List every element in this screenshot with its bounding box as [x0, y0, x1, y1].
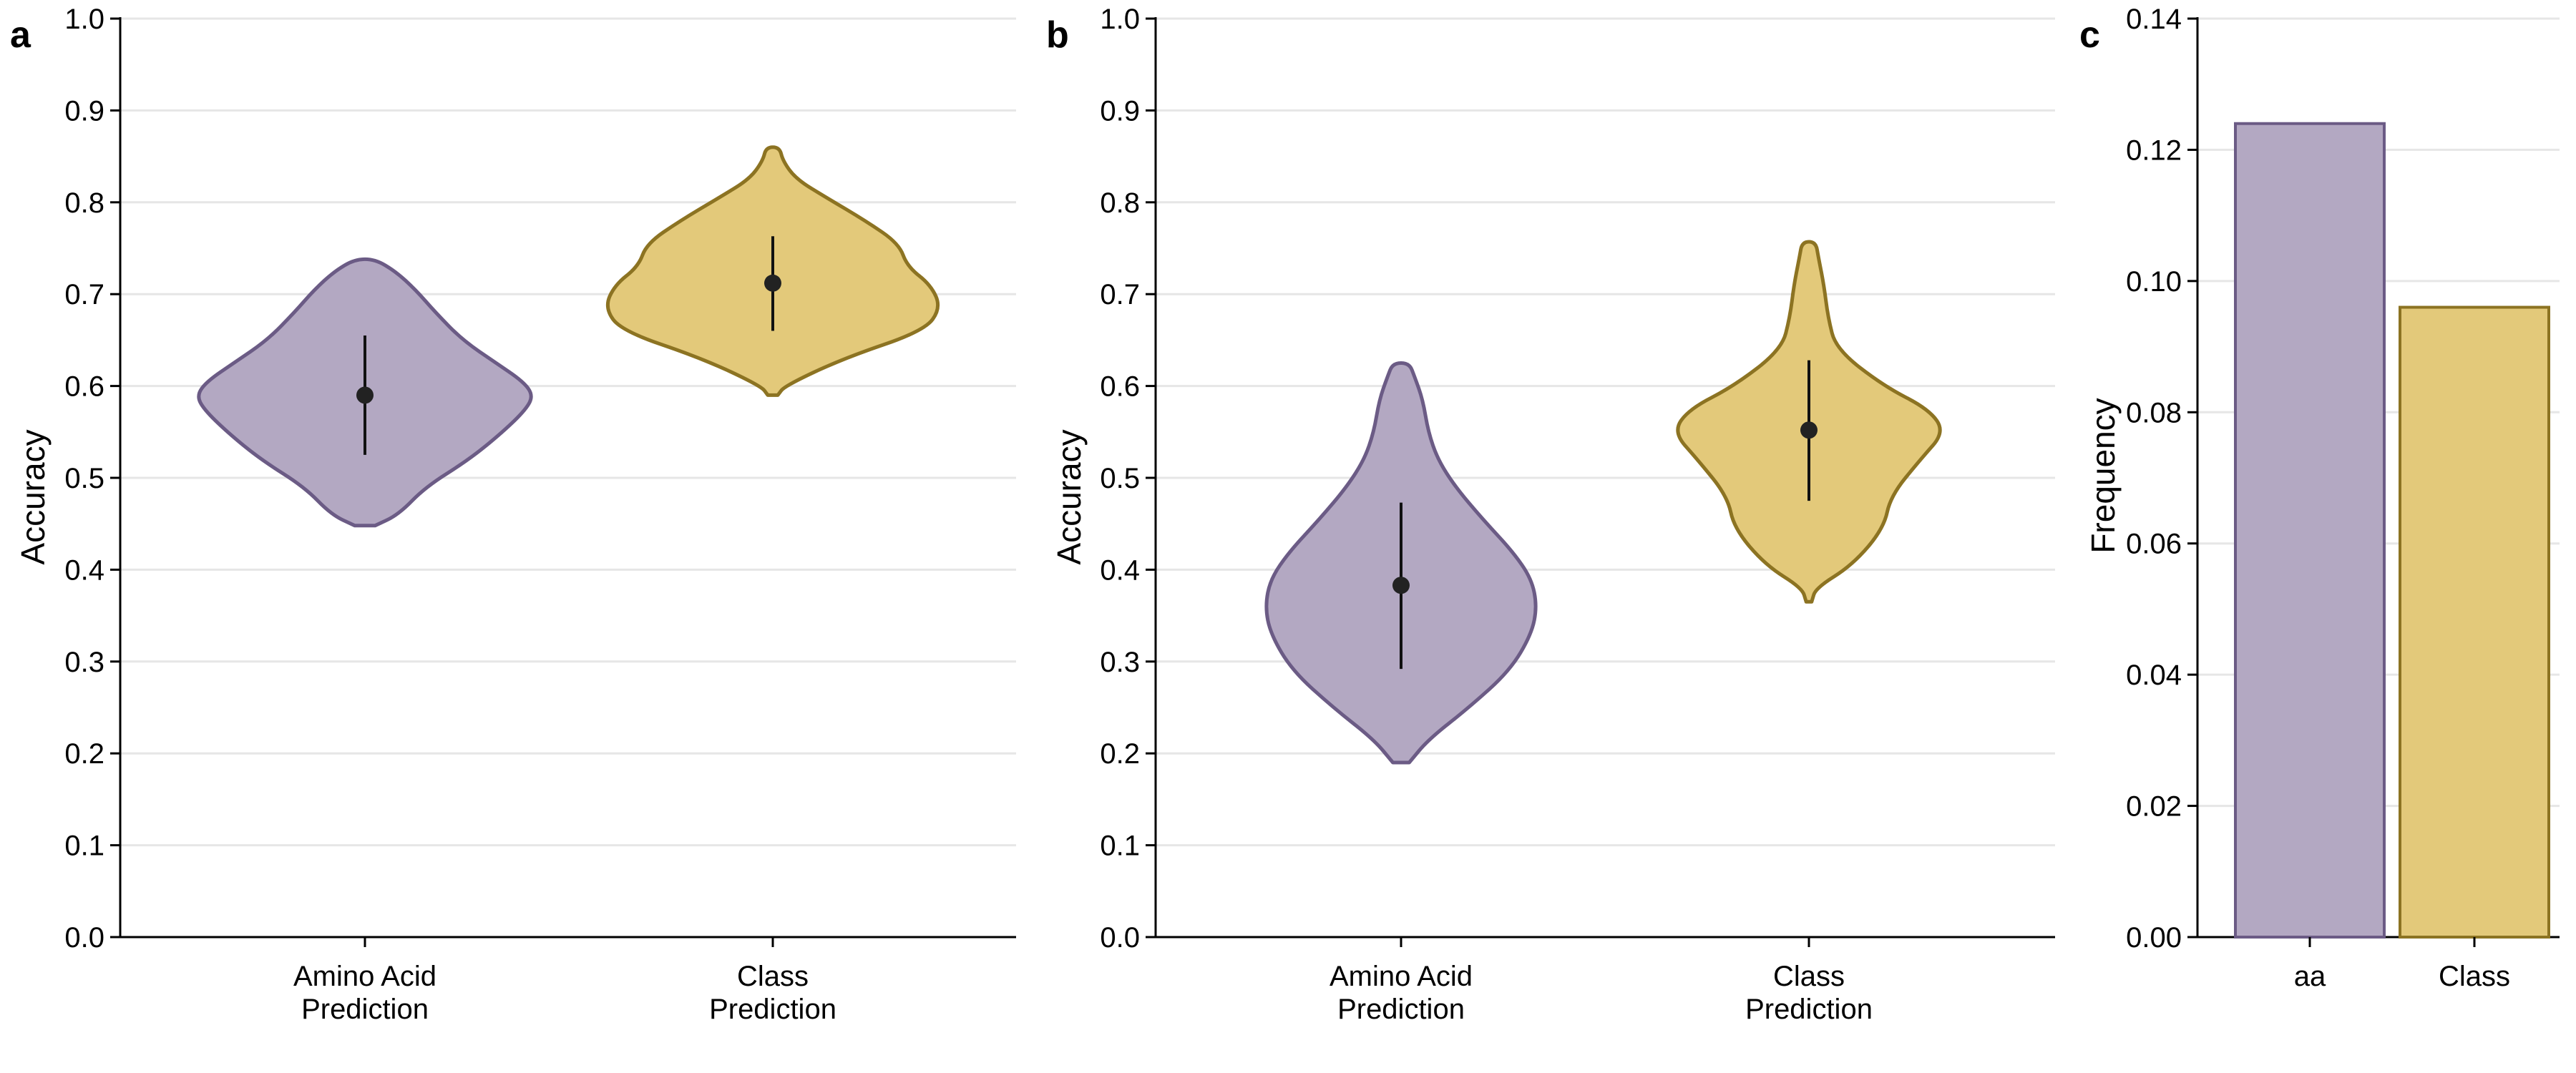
- y-tick-label: 0.10: [2126, 266, 2182, 298]
- y-tick-label: 0.3: [1100, 647, 1140, 678]
- panel-b-label: b: [1046, 14, 1069, 56]
- x-category-label: aa: [2294, 961, 2326, 992]
- bar-class: [2399, 305, 2550, 939]
- panel-c: c Frequency 0.00 0.02 0.04 0.06 0.08 0.10 0.12…: [2079, 4, 2560, 992]
- x-category-label: Prediction: [301, 994, 429, 1025]
- bar-aa: [2234, 122, 2386, 939]
- panel-c-x-axis: aa Class: [2294, 937, 2510, 992]
- panel-a-label: a: [10, 14, 31, 56]
- y-tick-label: 0.5: [1100, 463, 1140, 494]
- y-tick-label: 1.0: [64, 4, 104, 35]
- y-tick-label: 0.08: [2126, 397, 2182, 428]
- y-tick-label: 0.06: [2126, 529, 2182, 560]
- x-category-label: Prediction: [1337, 994, 1465, 1025]
- panel-c-bars: [2234, 122, 2550, 939]
- y-tick-label: 0.14: [2126, 4, 2182, 35]
- y-tick-label: 0.6: [1100, 371, 1140, 403]
- mean-point: [1800, 421, 1818, 439]
- y-tick-label: 0.7: [1100, 279, 1140, 310]
- y-tick-label: 0.4: [64, 554, 104, 586]
- x-category-label: Amino Acid: [1330, 961, 1473, 992]
- panel-a-y-axis-title: Accuracy: [14, 429, 52, 564]
- y-tick-label: 0.0: [1100, 922, 1140, 954]
- panel-b-y-axis-title: Accuracy: [1050, 429, 1088, 564]
- panel-b-violins: [1264, 240, 1942, 765]
- x-category-label: Class: [1773, 961, 1845, 992]
- y-tick-label: 1.0: [1100, 4, 1140, 35]
- x-category-label: Amino Acid: [293, 961, 436, 992]
- y-tick-label: 0.9: [1100, 95, 1140, 127]
- y-tick-label: 0.3: [64, 647, 104, 678]
- y-tick-label: 0.7: [64, 279, 104, 310]
- y-tick-label: 0.6: [64, 371, 104, 403]
- y-tick-label: 0.4: [1100, 554, 1140, 586]
- mean-point: [1392, 577, 1410, 594]
- x-category-label: Class: [737, 961, 809, 992]
- y-tick-label: 0.8: [64, 187, 104, 219]
- x-category-label: Prediction: [1745, 994, 1873, 1025]
- y-tick-label: 0.1: [1100, 831, 1140, 862]
- y-tick-label: 0.8: [1100, 187, 1140, 219]
- y-tick-label: 0.04: [2126, 660, 2182, 691]
- panel-c-y-axis-title: Frequency: [2084, 398, 2122, 553]
- y-tick-label: 0.2: [64, 738, 104, 770]
- panel-a: a Accuracy 0.00.10.20.30.40.50.60.70.80.…: [10, 4, 1016, 1025]
- y-tick-label: 0.02: [2126, 791, 2182, 823]
- panel-a-violins: [197, 145, 940, 528]
- y-tick-label: 0.00: [2126, 922, 2182, 954]
- x-category-label: Prediction: [709, 994, 836, 1025]
- panel-a-y-axis: 0.0 0.1 0.2 0.3 0.4 0.5 0.6 0.7 0.8 0.9 1.0: [64, 4, 1016, 954]
- y-tick-label: 0.5: [64, 463, 104, 494]
- mean-point: [356, 386, 374, 404]
- panel-c-label: c: [2079, 14, 2100, 56]
- y-tick-label: 0.12: [2126, 134, 2182, 166]
- y-tick-label: 0.1: [64, 831, 104, 862]
- x-category-label: Class: [2439, 961, 2510, 992]
- panel-b-y-axis: 0.0 0.1 0.2 0.3 0.4 0.5 0.6 0.7 0.8 0.9 1.0: [1100, 4, 2055, 954]
- panel-b: b Accuracy 0.00.10.20.30.40.50.60.70.80.…: [1046, 4, 2055, 1025]
- mean-point: [764, 274, 781, 292]
- y-tick-label: 0.9: [64, 95, 104, 127]
- y-tick-label: 0.0: [64, 922, 104, 954]
- y-tick-label: 0.2: [1100, 738, 1140, 770]
